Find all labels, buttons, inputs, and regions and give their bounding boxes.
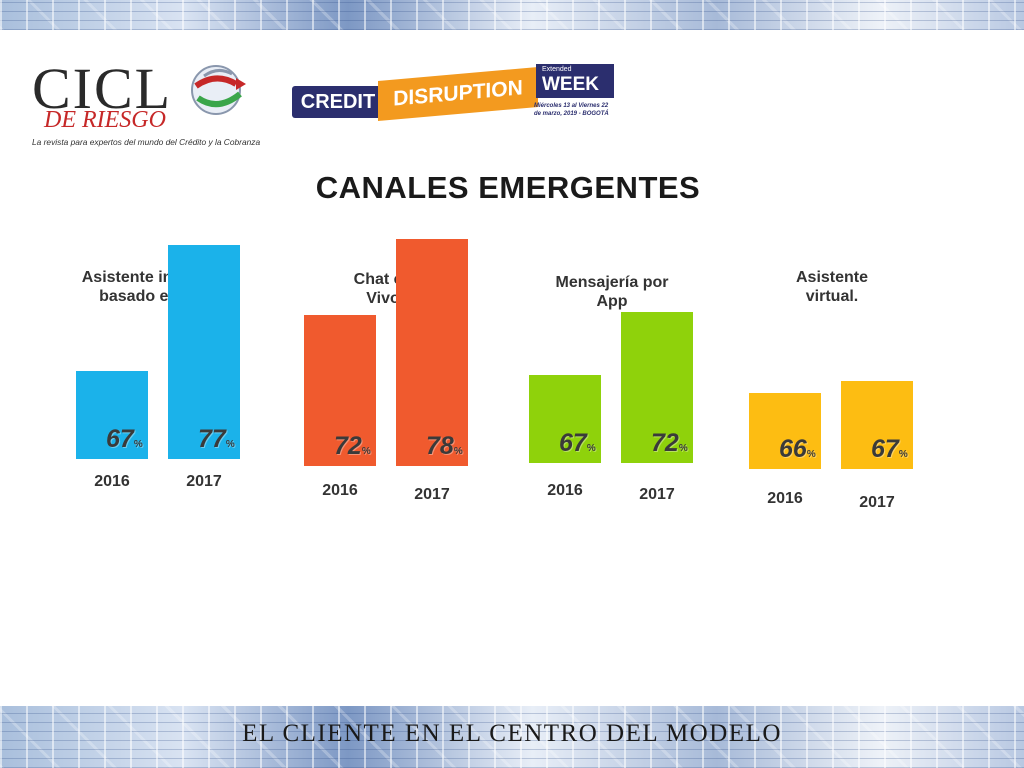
year-tick-label: 2016	[322, 482, 358, 499]
bottom-decorative-band	[0, 706, 1024, 768]
bar-value-label: 66%	[779, 435, 816, 463]
credit-disruption-logo: CREDIT DISRUPTION Extended WEEK Miércole…	[292, 62, 622, 126]
ciclo-de-riesgo-logo: CICL DE RIESGO La revista para expertos …	[28, 56, 260, 152]
logo-credit-text: CREDIT	[292, 86, 384, 118]
year-tick-label: 2017	[414, 486, 450, 503]
year-tick-label: 2017	[859, 494, 895, 511]
bar-chat-en-vivo-2017	[396, 239, 468, 466]
globe-arrow-icon	[191, 65, 246, 115]
logo-week-text: WEEK	[542, 74, 599, 95]
logo-word: CICL	[32, 56, 173, 121]
year-tick-label: 2017	[639, 486, 675, 503]
bar-asistente-inteligente-basado-en-texto-2016	[76, 370, 148, 459]
bar-mensajeria-por-app-2017	[621, 311, 693, 463]
logo-subtitle: DE RIESGO	[44, 107, 166, 133]
logo-tagline: La revista para expertos del mundo del C…	[32, 137, 261, 147]
page-title: CANALES EMERGENTES	[315, 170, 701, 205]
bar-asistente-virtual-2017	[841, 380, 913, 469]
year-tick-label: 2017	[186, 473, 222, 490]
bar-asistente-virtual-2016	[749, 393, 821, 469]
bar-chat-en-vivo-2016	[304, 314, 376, 466]
group-title-mensajeria-por-app: Mensajería por App	[555, 274, 669, 310]
year-tick-label: 2016	[767, 490, 803, 507]
bar-value-label: 72%	[334, 432, 371, 460]
logo-extended-text: Extended	[542, 66, 572, 73]
bar-value-label: 67%	[559, 429, 596, 457]
logo-week-box: Extended WEEK	[536, 64, 614, 98]
bar-value-label: 77%	[198, 425, 235, 453]
top-decorative-band	[0, 0, 1024, 30]
bar-asistente-inteligente-basado-en-texto-2017	[168, 244, 240, 459]
logo-event-dates: Miércoles 13 al Viernes 22 de marzo, 201…	[534, 103, 609, 117]
bar-value-label: 67%	[871, 435, 908, 463]
logo-disruption-text: DISRUPTION	[378, 67, 538, 121]
footer-slogan: EL CLIENTE EN EL CENTRO DEL MODELO	[242, 720, 782, 747]
bar-value-label: 72%	[651, 429, 688, 457]
bar-value-label: 67%	[106, 425, 143, 453]
year-tick-label: 2016	[547, 482, 583, 499]
group-title-asistente-virtual: Asistente virtual.	[795, 269, 869, 305]
year-tick-label: 2016	[94, 473, 130, 490]
bar-mensajeria-por-app-2016	[529, 374, 601, 463]
bar-value-label: 78%	[426, 432, 463, 460]
